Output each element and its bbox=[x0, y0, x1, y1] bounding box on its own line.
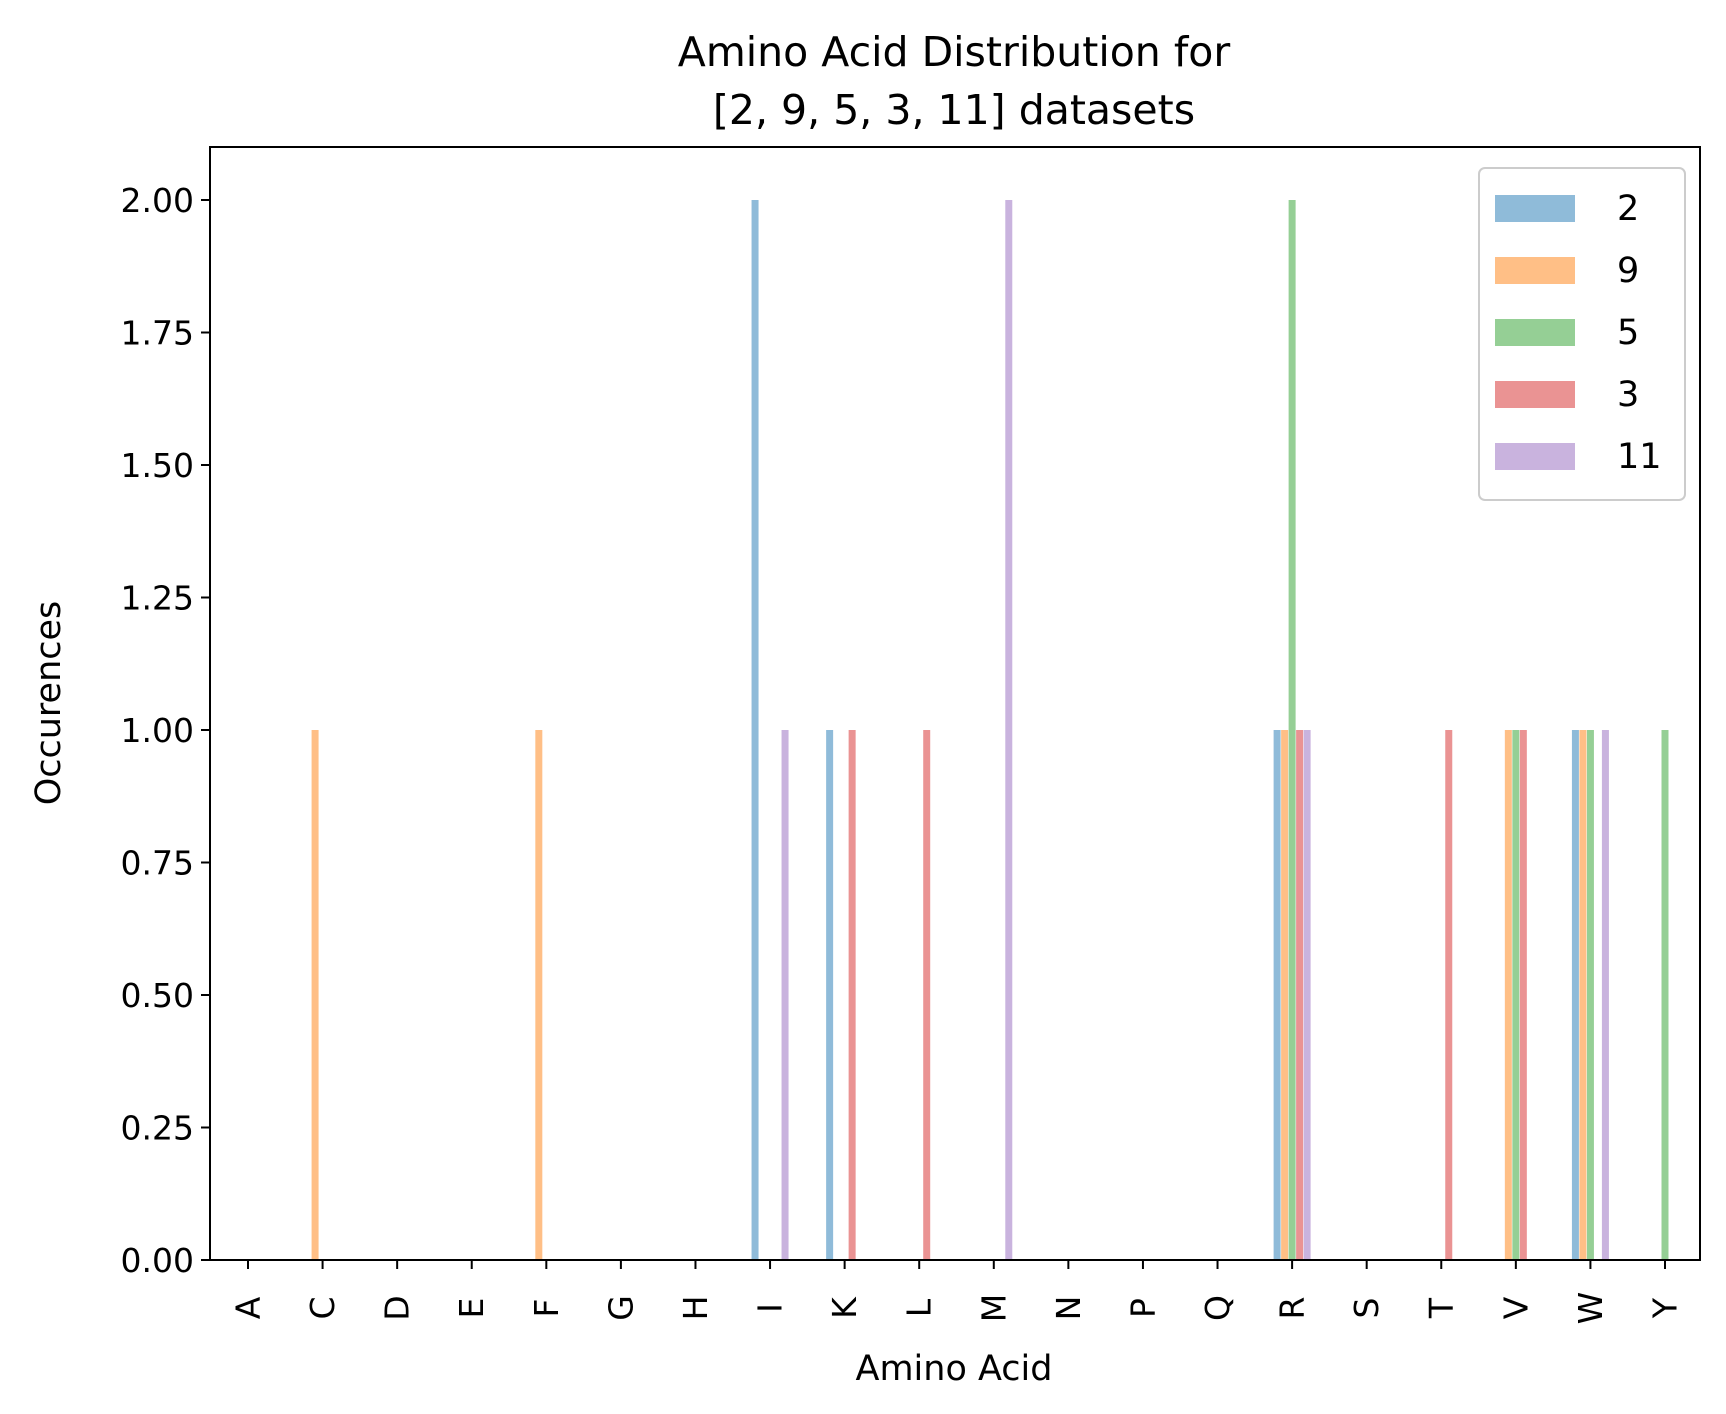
bar-T-series-3 bbox=[1445, 730, 1453, 1260]
bar-L-series-3 bbox=[923, 730, 931, 1260]
chart-title-line-1: Amino Acid Distribution for bbox=[678, 28, 1231, 76]
bar-I-series-11 bbox=[781, 730, 789, 1260]
bar-M-series-11 bbox=[1005, 200, 1013, 1260]
bars-group bbox=[311, 200, 1669, 1260]
x-tick-label-D: D bbox=[378, 1295, 417, 1320]
y-tick-label: 1.75 bbox=[121, 314, 194, 353]
bar-W-series-2 bbox=[1571, 730, 1579, 1260]
bar-V-series-5 bbox=[1512, 730, 1520, 1260]
x-tick-label-F: F bbox=[527, 1299, 566, 1318]
y-axis-label: Occurences bbox=[29, 601, 69, 806]
legend-swatch-2 bbox=[1495, 195, 1575, 222]
legend-swatch-9 bbox=[1495, 257, 1575, 284]
x-tick-label-I: I bbox=[751, 1303, 790, 1313]
y-tick-label: 1.00 bbox=[121, 711, 194, 750]
x-tick-label-N: N bbox=[1049, 1296, 1088, 1321]
x-axis-label: Amino Acid bbox=[856, 1349, 1053, 1389]
bar-V-series-3 bbox=[1519, 730, 1527, 1260]
bar-K-series-3 bbox=[848, 730, 856, 1260]
legend-label-5: 5 bbox=[1617, 313, 1639, 353]
bar-R-series-9 bbox=[1281, 730, 1289, 1260]
x-tick-label-W: W bbox=[1571, 1292, 1610, 1325]
x-tick-label-G: G bbox=[601, 1295, 640, 1321]
legend-label-11: 11 bbox=[1617, 437, 1662, 477]
legend-label-9: 9 bbox=[1617, 251, 1639, 291]
x-tick-label-K: K bbox=[825, 1296, 864, 1319]
bar-W-series-5 bbox=[1586, 730, 1594, 1260]
y-tick-label: 0.25 bbox=[121, 1109, 194, 1148]
bar-V-series-9 bbox=[1504, 730, 1512, 1260]
bar-R-series-3 bbox=[1296, 730, 1304, 1260]
x-tick-label-Q: Q bbox=[1198, 1295, 1237, 1321]
x-tick-label-H: H bbox=[676, 1296, 715, 1321]
x-tick-label-R: R bbox=[1273, 1297, 1312, 1320]
bar-W-series-9 bbox=[1579, 730, 1587, 1260]
legend-label-2: 2 bbox=[1617, 189, 1639, 229]
x-tick-label-V: V bbox=[1496, 1296, 1535, 1319]
bar-W-series-11 bbox=[1601, 730, 1609, 1260]
bar-I-series-2 bbox=[751, 200, 759, 1260]
x-tick-label-M: M bbox=[974, 1294, 1013, 1322]
bar-K-series-2 bbox=[826, 730, 834, 1260]
y-tick-label: 1.25 bbox=[121, 579, 194, 618]
legend-box bbox=[1478, 167, 1686, 501]
bar-R-series-2 bbox=[1273, 730, 1281, 1260]
legend: 2 9 5 3 11 bbox=[1478, 167, 1686, 501]
bar-C-series-9 bbox=[311, 730, 319, 1260]
y-tick-label: 2.00 bbox=[121, 181, 194, 220]
x-tick-label-T: T bbox=[1422, 1297, 1461, 1319]
plot-area-frame bbox=[209, 146, 1701, 1261]
x-tick-label-L: L bbox=[900, 1298, 939, 1317]
bar-F-series-9 bbox=[535, 730, 543, 1260]
x-tick-label-E: E bbox=[452, 1298, 491, 1319]
legend-swatch-5 bbox=[1495, 319, 1575, 346]
legend-swatch-11 bbox=[1495, 443, 1575, 470]
bar-R-series-5 bbox=[1288, 200, 1296, 1260]
y-tick-label: 0.50 bbox=[121, 976, 194, 1015]
bar-Y-series-5 bbox=[1661, 730, 1669, 1260]
legend-label-3: 3 bbox=[1617, 375, 1639, 415]
chart-title-line-2: [2, 9, 5, 3, 11] datasets bbox=[713, 86, 1195, 134]
x-tick-label-Y: Y bbox=[1646, 1297, 1685, 1319]
x-tick-label-A: A bbox=[229, 1296, 268, 1319]
x-tick-label-S: S bbox=[1347, 1298, 1386, 1319]
y-tick-label: 1.50 bbox=[121, 446, 194, 485]
y-tick-label: 0.00 bbox=[121, 1241, 194, 1280]
x-tick-label-P: P bbox=[1123, 1298, 1162, 1318]
bar-R-series-11 bbox=[1303, 730, 1311, 1260]
legend-swatch-3 bbox=[1495, 381, 1575, 408]
x-tick-label-C: C bbox=[303, 1296, 342, 1319]
y-tick-label: 0.75 bbox=[121, 844, 194, 883]
y-axis-ticks: 0.00 0.25 0.50 0.75 1.00 1.25 1.50 1.75 2.00 bbox=[121, 181, 210, 1280]
